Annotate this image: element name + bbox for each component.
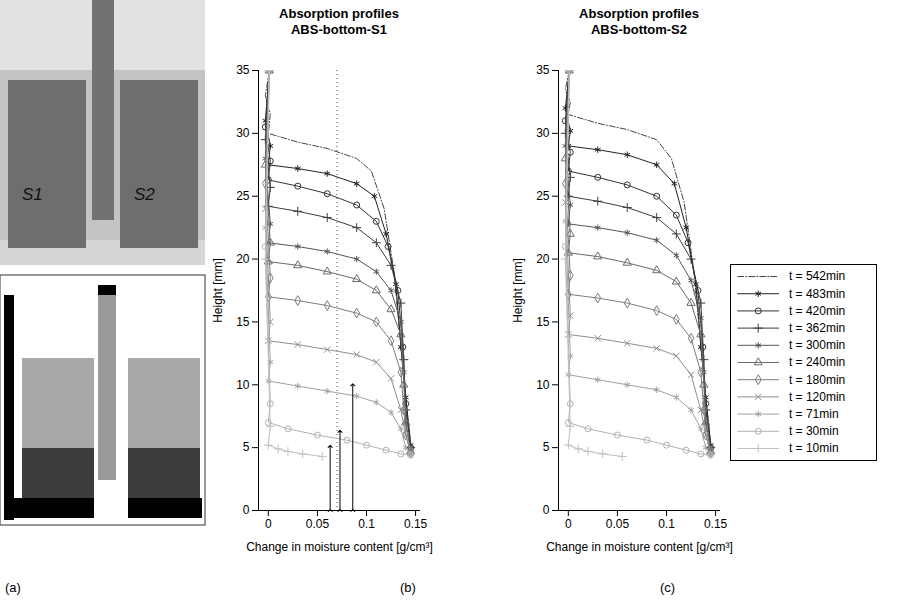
svg-text:20: 20 [236,252,250,266]
svg-text:Change in moisture content [g/: Change in moisture content [g/cm³] [246,540,433,554]
svg-text:15: 15 [536,315,550,329]
svg-text:t = 542min: t = 542min [789,269,845,283]
svg-text:5: 5 [243,440,250,454]
svg-text:Height [mm]: Height [mm] [211,258,225,323]
svg-text:10: 10 [236,378,250,392]
svg-text:t = 120min: t = 120min [789,390,845,404]
svg-text:t = 71min: t = 71min [789,407,839,421]
svg-text:25: 25 [536,189,550,203]
svg-text:Height [mm]: Height [mm] [511,258,525,323]
svg-text:Change in moisture content [g/: Change in moisture content [g/cm³] [546,540,733,554]
svg-text:0: 0 [543,503,550,517]
svg-text:0.05: 0.05 [306,517,330,531]
svg-text:30: 30 [236,126,250,140]
svg-text:S2: S2 [134,185,155,204]
svg-text:10: 10 [536,378,550,392]
svg-text:0: 0 [243,503,250,517]
html-text:(a): (a) [5,580,21,595]
svg-text:0: 0 [565,517,572,531]
svg-text:S1: S1 [22,185,43,204]
svg-text:5: 5 [543,440,550,454]
svg-text:t = 420min: t = 420min [789,304,845,318]
svg-text:0.05: 0.05 [606,517,630,531]
svg-text:0: 0 [265,517,272,531]
svg-text:35: 35 [236,63,250,77]
svg-text:0.15: 0.15 [704,517,728,531]
svg-text:t = 362min: t = 362min [789,321,845,335]
svg-text:0.15: 0.15 [404,517,428,531]
svg-text:t = 10min: t = 10min [789,441,839,455]
svg-text:t = 300min: t = 300min [789,338,845,352]
html-text:Absorption profiles: Absorption profiles [579,6,699,21]
html-text:ABS-bottom-S1: ABS-bottom-S1 [291,22,387,37]
html-text:ABS-bottom-S2: ABS-bottom-S2 [591,22,687,37]
svg-text:30: 30 [536,126,550,140]
html-text:Absorption profiles: Absorption profiles [279,6,399,21]
svg-text:t = 180min: t = 180min [789,373,845,387]
svg-text:t = 30min: t = 30min [789,424,839,438]
html-text:(c): (c) [660,580,676,595]
svg-text:20: 20 [536,252,550,266]
svg-text:15: 15 [236,315,250,329]
svg-text:t = 240min: t = 240min [789,355,845,369]
svg-text:0.1: 0.1 [358,517,375,531]
html-text:(b): (b) [400,580,416,595]
svg-text:0.1: 0.1 [658,517,675,531]
svg-text:25: 25 [236,189,250,203]
svg-text:t = 483min: t = 483min [789,287,845,301]
svg-text:35: 35 [536,63,550,77]
